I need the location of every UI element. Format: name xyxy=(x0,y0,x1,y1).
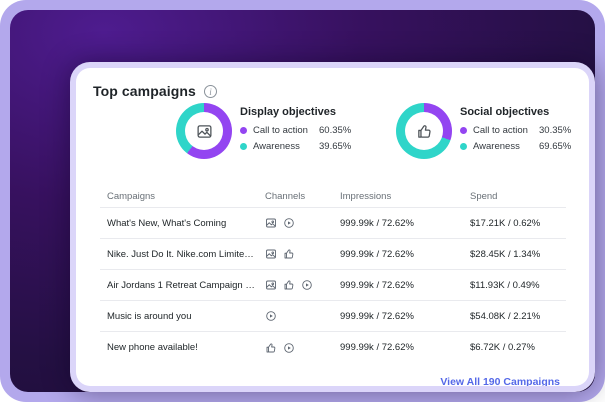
impressions-value: 999.99k / 72.62% xyxy=(340,217,414,229)
legend-label: Call to action xyxy=(473,125,528,136)
spend-value: $17.21K / 0.62% xyxy=(470,217,541,229)
campaign-name: Music is around you xyxy=(107,310,192,322)
legend-value: 69.65% xyxy=(539,141,572,152)
legend-title: Social objectives xyxy=(460,106,550,118)
legend-item: Call to action 60.35% xyxy=(240,125,372,136)
spend-value: $54.08K / 2.21% xyxy=(470,310,541,322)
campaign-name: New phone available! xyxy=(107,342,198,353)
campaign-name: What's New, What's Coming xyxy=(107,217,227,229)
column-header-channels: Channels xyxy=(265,191,306,202)
column-header-impressions: Impressions xyxy=(340,191,392,202)
legend-value: 39.65% xyxy=(319,141,352,152)
display-objectives-legend: Display objectives Call to action 60.35% A… xyxy=(240,101,372,159)
legend-dot xyxy=(460,143,467,150)
table-row: Air Jordans 1 Retreat Campaign music 999.… xyxy=(100,270,566,301)
image-icon xyxy=(265,217,277,229)
campaign-name: Nike. Just Do It. Nike.com Limited Editi… xyxy=(107,248,265,260)
legend-dot xyxy=(460,127,467,134)
objectives-section: Display objectives Call to action 60.35% A… xyxy=(76,101,589,159)
image-icon xyxy=(265,248,277,260)
card-footer: View All 190 Campaigns xyxy=(76,363,589,386)
impressions-value: 999.99k / 72.62% xyxy=(340,248,414,260)
legend-dot xyxy=(240,127,247,134)
impressions-value: 999.99k / 72.62% xyxy=(340,342,414,353)
legend-title: Display objectives xyxy=(240,106,336,118)
social-objectives-block: Social objectives Call to action 30.35% Aw… xyxy=(396,101,589,159)
table-row: Nike. Just Do It. Nike.com Limited Editi… xyxy=(100,239,566,270)
table-body: What's New, What's Coming 999.99k / 72.62… xyxy=(100,208,566,363)
display-objectives-block: Display objectives Call to action 60.35% A… xyxy=(176,101,372,159)
play-icon xyxy=(265,310,277,322)
column-header-spend: Spend xyxy=(470,191,498,202)
channel-icons xyxy=(265,342,340,354)
legend-label: Awareness xyxy=(473,141,520,152)
thumbs-up-icon xyxy=(283,248,295,260)
legend-label: Awareness xyxy=(253,141,300,152)
channel-icons xyxy=(265,279,340,291)
channel-icons xyxy=(265,248,340,260)
spend-value: $6.72K / 0.27% xyxy=(470,342,535,353)
table-row: New phone available! 999.99k / 72.62% $6.7… xyxy=(100,332,566,363)
card-header: Top campaigns i xyxy=(76,68,589,99)
legend-label: Call to action xyxy=(253,125,308,136)
page-title: Top campaigns xyxy=(93,83,196,99)
play-icon xyxy=(283,342,295,354)
play-icon xyxy=(301,279,313,291)
thumbs-up-icon xyxy=(283,279,295,291)
channel-icons xyxy=(265,310,340,322)
social-objectives-donut-chart xyxy=(396,103,452,159)
impressions-value: 999.99k / 72.62% xyxy=(340,279,414,291)
legend-item: Awareness 39.65% xyxy=(240,141,372,152)
image-icon xyxy=(265,279,277,291)
channel-icons xyxy=(265,217,340,229)
legend-rows: Call to action 60.35% Awareness 39.65% xyxy=(240,125,372,152)
thumbs-up-icon xyxy=(405,112,443,150)
impressions-value: 999.99k / 72.62% xyxy=(340,310,414,322)
top-campaigns-card: Top campaigns i Display objectives Call … xyxy=(70,62,595,392)
card-content: Top campaigns i Display objectives Call … xyxy=(76,68,589,386)
info-icon[interactable]: i xyxy=(203,84,217,98)
social-objectives-legend: Social objectives Call to action 30.35% Aw… xyxy=(460,101,589,159)
column-header-campaigns: Campaigns xyxy=(107,191,156,202)
image-icon xyxy=(185,112,223,150)
legend-value: 30.35% xyxy=(539,125,572,136)
campaigns-table: Campaigns Channels Impressions Spend Wha… xyxy=(100,186,566,363)
view-all-campaigns-link[interactable]: View All 190 Campaigns xyxy=(440,376,560,386)
play-icon xyxy=(283,217,295,229)
legend-item: Call to action 30.35% xyxy=(460,125,589,136)
spend-value: $28.45K / 1.34% xyxy=(470,248,541,260)
legend-dot xyxy=(240,143,247,150)
spend-value: $11.93K / 0.49% xyxy=(470,279,540,291)
thumbs-up-icon xyxy=(265,342,277,354)
legend-item: Awareness 69.65% xyxy=(460,141,589,152)
table-row: What's New, What's Coming 999.99k / 72.62… xyxy=(100,208,566,239)
legend-value: 60.35% xyxy=(319,125,352,136)
campaign-name: Air Jordans 1 Retreat Campaign music xyxy=(107,279,265,291)
table-header-row: Campaigns Channels Impressions Spend xyxy=(100,186,566,208)
legend-rows: Call to action 30.35% Awareness 69.65% xyxy=(460,125,589,152)
table-row: Music is around you 999.99k / 72.62% $54.0… xyxy=(100,301,566,332)
display-objectives-donut-chart xyxy=(176,103,232,159)
